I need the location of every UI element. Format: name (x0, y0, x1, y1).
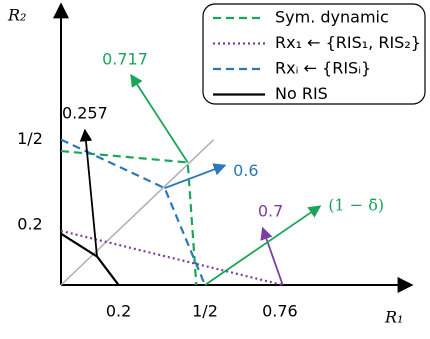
annotation-arrow (164, 163, 227, 189)
legend-label: Rx₁ ← {RIS₁, RIS₂} (275, 33, 421, 52)
annotation-label: 0.257 (62, 103, 108, 122)
series-line (60, 149, 198, 286)
annotation-label: 0.7 (258, 202, 283, 221)
legend-label: No RIS (275, 84, 328, 103)
y-tick-label: 0.2 (17, 215, 42, 234)
annotation-arrow (260, 226, 284, 286)
x-tick-label: 0.76 (262, 302, 298, 321)
x-axis-label: R₁ (384, 308, 403, 327)
legend-box (202, 3, 426, 105)
annotation-label: 0.717 (102, 49, 148, 68)
annotation-arrow (79, 128, 98, 257)
x-tick-label: 0.2 (106, 302, 131, 321)
series-line (60, 229, 284, 287)
annotation-arrow (130, 73, 189, 163)
legend-label: Rxᵢ ← {RISᵢ} (275, 59, 371, 78)
annotation-arrow (204, 205, 322, 286)
annotation-label: 0.6 (233, 161, 258, 180)
legend-label: Sym. dynamic (275, 8, 389, 27)
x-tick-label: 1/2 (192, 302, 218, 321)
y-tick-label: 1/2 (17, 129, 43, 148)
series-line (60, 138, 207, 286)
annotation-label: (1 − δ̄) (328, 196, 384, 215)
reference-line (60, 139, 215, 286)
y-axis-label: R₂ (7, 6, 26, 25)
